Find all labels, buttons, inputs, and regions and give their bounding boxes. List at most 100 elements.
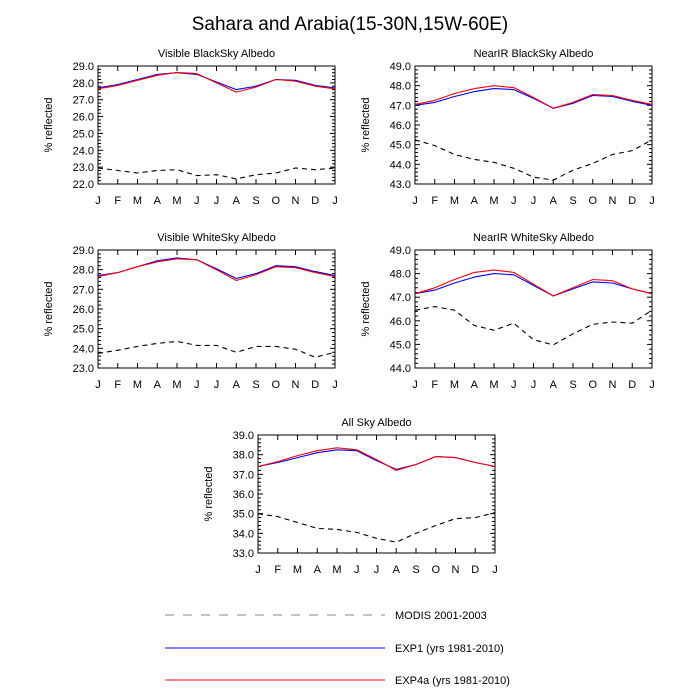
x-tick-label: A — [550, 195, 558, 207]
series-line-modis — [414, 139, 653, 181]
x-tick-label: M — [293, 564, 302, 576]
x-tick-label: M — [489, 379, 498, 391]
panel-nearir-whitesky: NearIR WhiteSky Albedo % reflected 44.0 45.… — [360, 232, 655, 391]
series-line-modis — [414, 306, 653, 346]
plot-frame — [414, 65, 653, 185]
y-axis-label: % reflected — [360, 97, 372, 152]
legend-item-exp1: EXP1 (yrs 1981-2010) — [165, 643, 504, 655]
y-tick-label: 22.0 — [73, 179, 94, 191]
y-tick-label: 44.0 — [390, 159, 411, 171]
x-tick-label: J — [194, 195, 200, 207]
y-axis-label: % reflected — [43, 281, 55, 336]
panel-title: Visible WhiteSky Albedo — [157, 232, 275, 244]
plot-frame — [257, 434, 496, 554]
x-tick-label: S — [252, 195, 259, 207]
x-tick-label: J — [412, 379, 418, 391]
series-line-exp4a — [414, 269, 653, 297]
y-tick-label: 27.0 — [73, 284, 94, 296]
x-tick-label: J — [649, 379, 655, 391]
x-tick-label: A — [233, 195, 241, 207]
series-line-exp4a — [414, 85, 653, 109]
y-axis-label: % reflected — [43, 97, 55, 152]
x-tick-label: A — [314, 564, 322, 576]
x-tick-label: D — [628, 379, 636, 391]
y-tick-label: 26.0 — [73, 112, 94, 124]
y-tick-label: 46.0 — [390, 120, 411, 132]
x-tick-label: J — [214, 195, 220, 207]
legend-label: MODIS 2001-2003 — [395, 610, 487, 622]
legend-label: EXP4a (yrs 1981-2010) — [395, 675, 510, 687]
x-tick-label: J — [531, 195, 537, 207]
y-tick-label: 25.0 — [73, 324, 94, 336]
x-tick-label: S — [412, 564, 419, 576]
x-tick-label: A — [471, 195, 479, 207]
x-tick-label: D — [628, 195, 636, 207]
panel-title: Visible BlackSky Albedo — [158, 48, 275, 60]
panel-all-sky: All Sky Albedo % reflected 33.0 34.0 35.0 36.… — [203, 417, 498, 576]
y-tick-label: 27.0 — [73, 95, 94, 107]
panels: Visible BlackSky Albedo % reflected 22.0 23… — [43, 48, 655, 576]
y-tick-label: 43.0 — [390, 179, 411, 191]
x-tick-label: J — [95, 379, 101, 391]
y-tick-label: 39.0 — [233, 430, 254, 442]
legend-item-exp4a: EXP4a (yrs 1981-2010) — [165, 675, 510, 687]
x-tick-label: N — [609, 379, 617, 391]
x-tick-label: S — [569, 195, 576, 207]
x-tick-label: M — [489, 195, 498, 207]
y-tick-label: 34.0 — [233, 528, 254, 540]
figure-title: Sahara and Arabia(15-30N,15W-60E) — [192, 14, 509, 35]
x-tick-label: M — [172, 195, 181, 207]
x-tick-label: N — [292, 379, 300, 391]
x-tick-label: J — [95, 195, 101, 207]
x-tick-label: J — [194, 379, 200, 391]
x-tick-label: A — [550, 379, 558, 391]
x-tick-label: O — [271, 379, 280, 391]
x-tick-label: A — [471, 379, 479, 391]
y-tick-label: 44.0 — [390, 363, 411, 375]
x-tick-label: M — [133, 379, 142, 391]
x-tick-label: D — [311, 195, 319, 207]
x-tick-label: M — [332, 564, 341, 576]
series-line-exp1 — [97, 72, 336, 91]
series-line-modis — [97, 340, 336, 358]
x-tick-label: J — [214, 379, 220, 391]
x-tick-label: M — [450, 195, 459, 207]
x-tick-label: S — [252, 379, 259, 391]
y-tick-label: 33.0 — [233, 548, 254, 560]
x-tick-label: J — [354, 564, 360, 576]
y-tick-label: 28.0 — [73, 78, 94, 90]
x-tick-label: A — [154, 379, 162, 391]
panel-title: NearIR WhiteSky Albedo — [473, 232, 594, 244]
y-tick-label: 38.0 — [233, 450, 254, 462]
y-tick-label: 36.0 — [233, 489, 254, 501]
x-tick-label: O — [431, 564, 440, 576]
x-tick-label: J — [492, 564, 498, 576]
y-tick-label: 48.0 — [390, 269, 411, 281]
y-axis-label: % reflected — [360, 281, 372, 336]
y-tick-label: 47.0 — [390, 100, 411, 112]
legend-item-modis: MODIS 2001-2003 — [165, 610, 487, 622]
x-tick-label: F — [274, 564, 281, 576]
x-tick-label: F — [114, 379, 121, 391]
x-tick-label: J — [332, 195, 338, 207]
series-line-exp1 — [414, 273, 653, 297]
y-tick-label: 24.0 — [73, 343, 94, 355]
series-line-modis — [257, 512, 496, 543]
y-tick-label: 49.0 — [390, 245, 411, 257]
x-tick-label: M — [172, 379, 181, 391]
y-tick-label: 35.0 — [233, 509, 254, 521]
y-tick-label: 37.0 — [233, 469, 254, 481]
panel-visible-blacksky: Visible BlackSky Albedo % reflected 22.0 23… — [43, 48, 338, 207]
x-tick-label: J — [531, 379, 537, 391]
y-tick-label: 24.0 — [73, 145, 94, 157]
x-tick-label: A — [393, 564, 401, 576]
legend: MODIS 2001-2003 EXP1 (yrs 1981-2010) EXP4a… — [165, 610, 510, 687]
x-tick-label: D — [471, 564, 479, 576]
x-tick-label: N — [452, 564, 460, 576]
x-tick-label: O — [588, 195, 597, 207]
x-tick-label: J — [511, 195, 517, 207]
panel-title: All Sky Albedo — [341, 417, 411, 429]
x-tick-label: M — [450, 379, 459, 391]
x-tick-label: S — [569, 379, 576, 391]
y-tick-label: 45.0 — [390, 140, 411, 152]
